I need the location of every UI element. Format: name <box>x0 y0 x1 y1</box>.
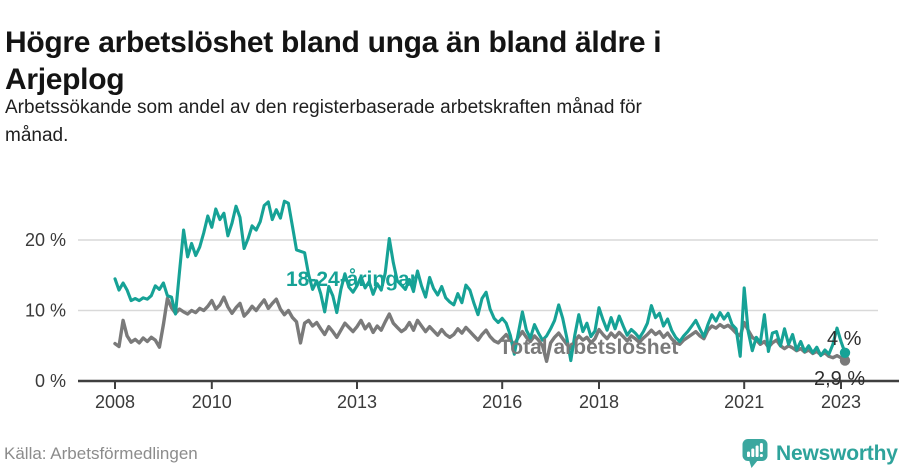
title-line-1: Högre arbetslöshet bland unga än bland ä… <box>5 26 662 60</box>
source-attribution: Källa: Arbetsförmedlingen <box>4 444 198 463</box>
subtitle-line-1: Arbetssökande som andel av den registerb… <box>5 97 642 118</box>
end-dot-total <box>839 355 851 366</box>
title-line-2: Arjeplog <box>5 63 125 97</box>
chart-subtitle: Arbetssökande som andel av den registerb… <box>5 94 642 150</box>
x-tick-label-2008: 2008 <box>95 392 135 412</box>
newsworthy-logo-icon <box>742 439 768 468</box>
page-title: Högre arbetslöshet bland unga än bland ä… <box>5 24 662 98</box>
x-tick-label-2023: 2023 <box>821 392 861 412</box>
series-label-young: 18-24-åringar <box>286 268 418 291</box>
line-young <box>113 199 847 363</box>
y-tick-label-20: 20 % <box>25 230 66 250</box>
x-tick-label-2021: 2021 <box>724 392 764 412</box>
line-total <box>113 295 847 363</box>
newsworthy-wordmark: Newsworthy <box>776 442 898 465</box>
end-value-label-total: 2,9 % <box>814 368 866 390</box>
newsworthy-brand: Newsworthy <box>742 438 898 469</box>
y-tick-label-10: 10 % <box>25 301 66 321</box>
subtitle-line-2: månad. <box>5 125 69 146</box>
x-tick-label-2013: 2013 <box>337 392 377 412</box>
end-value-label-young: 4 % <box>827 328 862 350</box>
x-tick-label-2018: 2018 <box>579 392 619 412</box>
y-tick-label-0: 0 % <box>35 371 66 391</box>
series-label-total: Total arbetslöshet <box>499 336 679 359</box>
x-tick-label-2016: 2016 <box>482 392 522 412</box>
end-dot-young <box>839 347 851 358</box>
x-tick-label-2010: 2010 <box>192 392 232 412</box>
